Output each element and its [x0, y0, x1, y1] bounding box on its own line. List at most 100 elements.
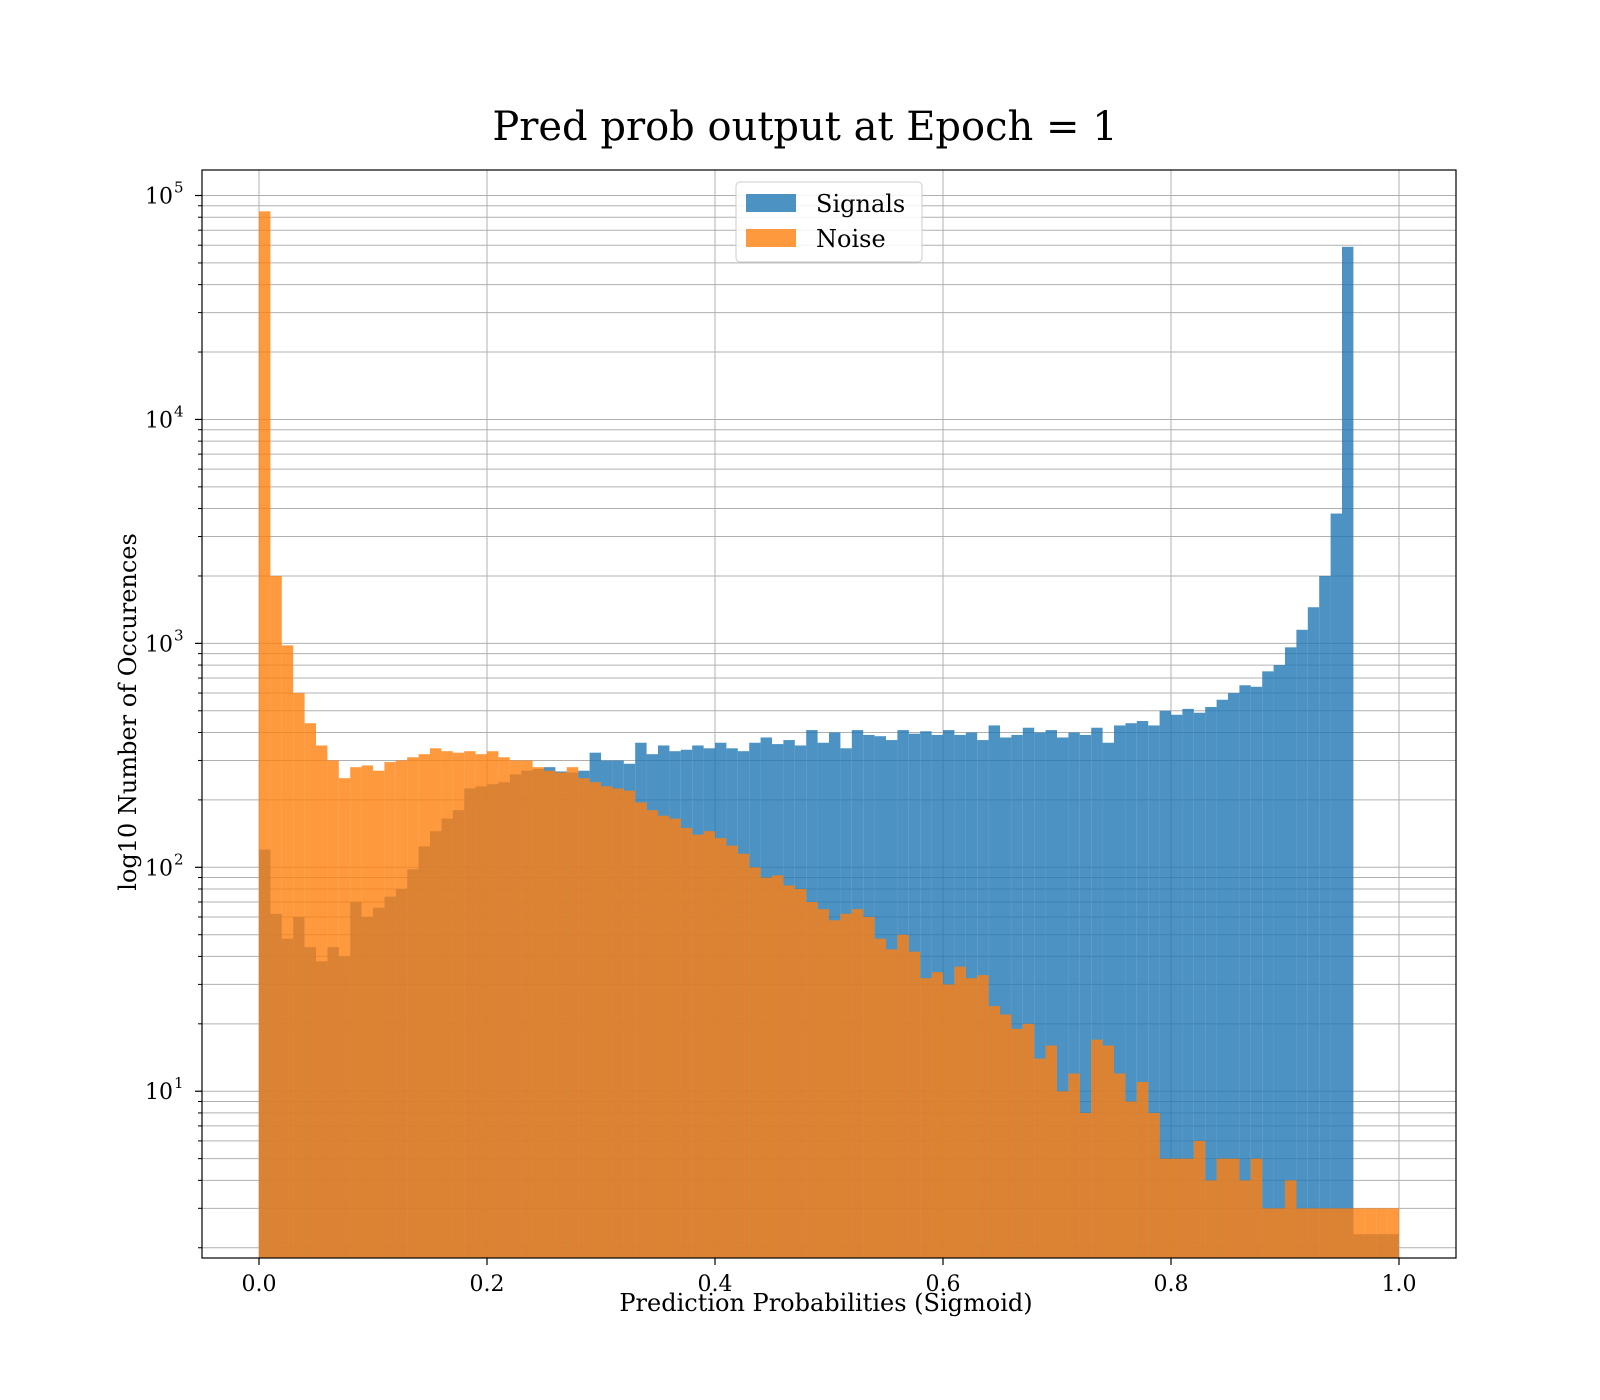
histogram-bar	[840, 913, 852, 1258]
histogram-bar	[1285, 647, 1297, 1258]
histogram-bar	[1045, 1045, 1057, 1258]
y-tick-exponent: 2	[174, 850, 184, 868]
histogram-bar	[977, 975, 989, 1258]
histogram-bar	[544, 770, 556, 1258]
histogram-bar	[1000, 737, 1012, 1258]
histogram-bar	[1102, 1045, 1114, 1258]
histogram-bar	[1057, 737, 1069, 1258]
histogram-bar	[384, 762, 396, 1258]
histogram-bar	[532, 767, 544, 1258]
histogram-bar	[1273, 665, 1285, 1258]
histogram-bar	[1159, 1158, 1171, 1258]
x-tick-label: 0.0	[242, 1272, 277, 1297]
histogram-bar	[646, 810, 658, 1258]
histogram-bar	[1057, 1091, 1069, 1258]
legend-label: Signals	[816, 190, 905, 218]
histogram-bar	[1319, 575, 1331, 1258]
histogram-bar	[1342, 246, 1354, 1258]
histogram-bar	[1296, 1208, 1308, 1258]
histogram-bar	[1319, 1208, 1331, 1258]
histogram-bar	[464, 751, 476, 1258]
histogram-bar	[1250, 1158, 1263, 1258]
x-axis-ticks: 0.0 0.2 0.4 0.6 0.8 1.0	[242, 1258, 1417, 1297]
histogram-bar	[1205, 706, 1217, 1258]
histogram-bar	[1273, 1208, 1285, 1258]
histogram-bar	[566, 767, 579, 1258]
histogram-bar	[1114, 1073, 1126, 1258]
y-tick-label: 10	[145, 1080, 173, 1105]
histogram-bar	[623, 790, 636, 1258]
histogram-bar	[1307, 1208, 1320, 1258]
histogram-bar	[794, 889, 807, 1258]
histogram-bar	[1307, 607, 1320, 1258]
histogram-bar	[1022, 1023, 1035, 1258]
x-tick-label: 0.6	[926, 1272, 961, 1297]
histogram-bar	[509, 760, 522, 1258]
histogram-bar	[1079, 1112, 1092, 1258]
x-tick-label: 0.4	[698, 1272, 733, 1297]
histogram-bar	[1091, 727, 1103, 1258]
histogram-bar	[1250, 686, 1263, 1258]
histogram-bar	[680, 827, 693, 1258]
histogram-bar	[692, 834, 704, 1258]
histogram-bar	[1125, 723, 1137, 1258]
histogram-bar	[1148, 1112, 1160, 1258]
histogram-bar	[1034, 732, 1046, 1258]
histogram-bar	[1125, 1101, 1137, 1258]
y-tick-exponent: 5	[174, 179, 184, 197]
histogram-bar	[1068, 1073, 1080, 1258]
histogram-bar	[635, 802, 647, 1258]
histogram-bar	[1216, 1158, 1228, 1258]
histogram-bar	[475, 754, 487, 1258]
histogram-bar	[1068, 732, 1080, 1258]
histogram-bar	[487, 751, 499, 1258]
histogram-bar	[1148, 725, 1160, 1258]
legend-swatch	[746, 194, 796, 212]
y-tick-label: 10	[145, 632, 173, 657]
y-tick-label: 10	[145, 185, 173, 210]
histogram-bar	[874, 938, 886, 1258]
histogram-bar	[1228, 693, 1240, 1258]
histogram-bars	[259, 211, 1399, 1259]
histogram-bar	[726, 845, 738, 1258]
histogram-bar	[908, 951, 921, 1258]
histogram-bar	[988, 1006, 1000, 1258]
histogram-bar	[1353, 1208, 1365, 1258]
histogram-bar	[1000, 1014, 1012, 1258]
histogram-bar	[498, 757, 510, 1258]
histogram-bar	[270, 575, 282, 1258]
histogram-bar	[1330, 1208, 1342, 1258]
histogram-bar	[943, 984, 955, 1258]
histogram-bar	[578, 778, 590, 1258]
histogram-bar	[1239, 685, 1251, 1258]
histogram-bar	[920, 978, 932, 1258]
histogram-bar	[1079, 734, 1092, 1258]
histogram-bar	[1011, 1028, 1023, 1258]
histogram-bar	[350, 767, 362, 1258]
histogram-bar	[452, 752, 465, 1258]
histogram-bar	[327, 760, 339, 1258]
histogram-bar	[281, 645, 294, 1258]
y-axis-label: log10 Number of Occurences	[114, 533, 142, 891]
histogram-bar	[886, 949, 898, 1258]
histogram-bar	[760, 877, 772, 1258]
histogram-bar	[316, 745, 328, 1258]
histogram-bar	[589, 782, 601, 1258]
histogram-bar	[1387, 1208, 1399, 1258]
y-tick-label: 10	[145, 856, 173, 881]
histogram-bar	[407, 757, 419, 1258]
y-tick-exponent: 3	[174, 626, 184, 644]
histogram-bar	[612, 788, 624, 1258]
histogram-bar	[829, 920, 841, 1258]
histogram-bar	[669, 818, 681, 1258]
histogram-bar	[931, 972, 943, 1258]
histogram-bar	[658, 815, 670, 1258]
histogram-bar	[1296, 629, 1308, 1258]
histogram-bar	[1193, 712, 1206, 1258]
histogram-bar	[1034, 1058, 1046, 1258]
legend: Signals Noise	[735, 181, 923, 263]
histogram-bar	[601, 786, 613, 1258]
histogram-bar	[259, 211, 271, 1259]
